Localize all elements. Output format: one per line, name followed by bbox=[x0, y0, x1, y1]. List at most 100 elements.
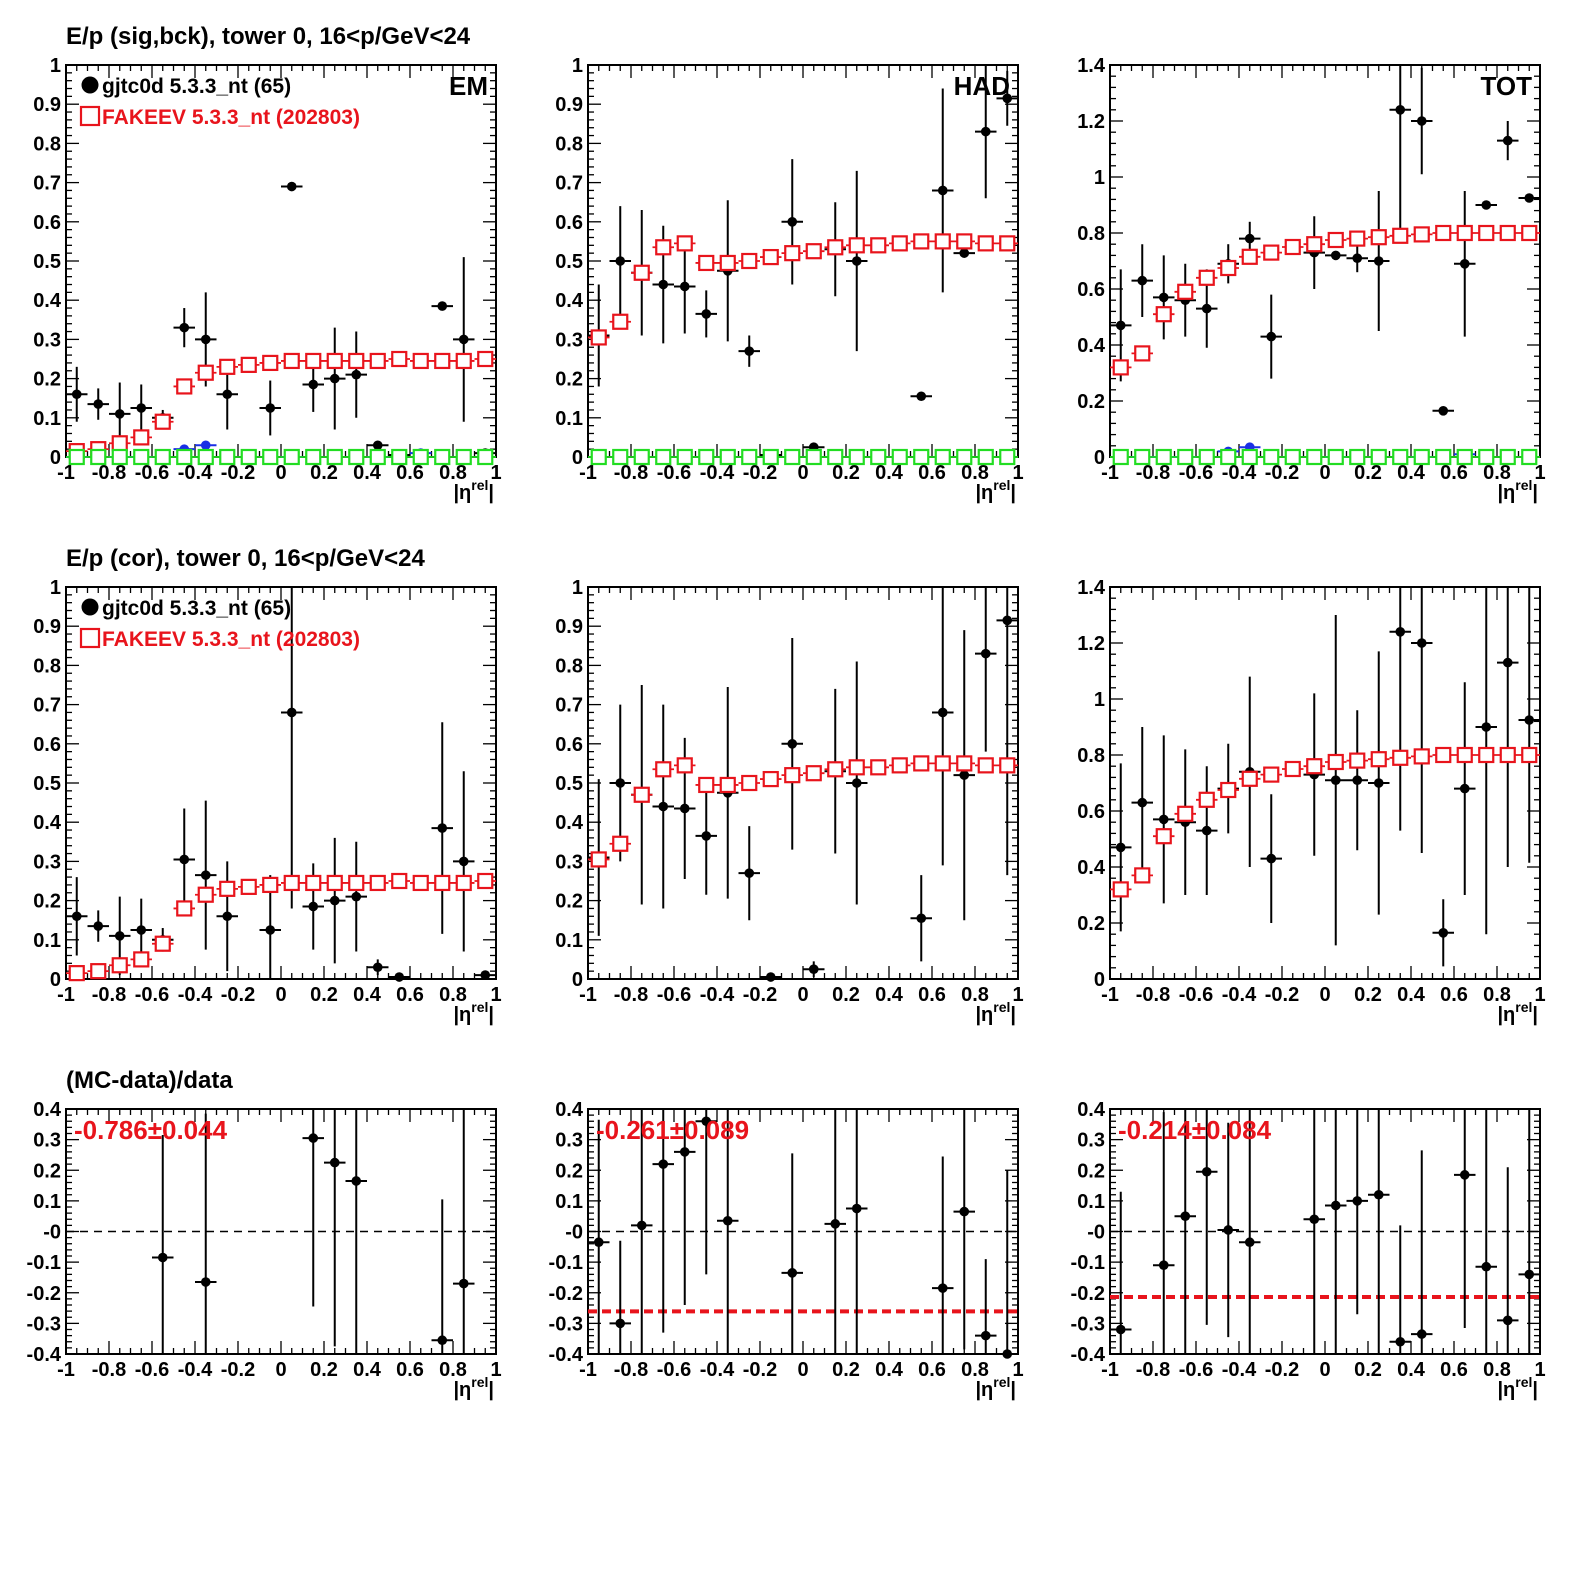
y-tick-label: 1.4 bbox=[1077, 55, 1106, 77]
panel-7: -1 -0.8 -0.6 -0.4 -0.2 0 0.2 0.4 0.6 0.8 1|ηrel| -0… bbox=[27, 1099, 502, 1401]
mc-point bbox=[1155, 448, 1172, 466]
mc-point bbox=[1284, 238, 1301, 256]
x-tick-label: 0 bbox=[275, 984, 286, 1006]
mc-point bbox=[111, 435, 128, 452]
y-tick-label: -0.1 bbox=[27, 1252, 61, 1274]
x-tick-label: 0.8 bbox=[961, 984, 989, 1006]
mc-point bbox=[133, 951, 150, 968]
data-point bbox=[93, 399, 104, 409]
mc-point bbox=[1112, 881, 1129, 898]
y-tick-label: 0.7 bbox=[555, 695, 583, 717]
y-tick-label: 0 bbox=[572, 447, 583, 469]
x-tick-label: -0.6 bbox=[1179, 984, 1213, 1006]
data-point bbox=[1137, 797, 1148, 808]
data-point bbox=[1502, 1315, 1513, 1326]
mc-point bbox=[633, 448, 650, 466]
data-point bbox=[1137, 275, 1148, 286]
x-tick-label: 0.4 bbox=[1397, 984, 1426, 1006]
x-tick-label: 0.4 bbox=[353, 1359, 382, 1381]
x-tick-label: 0 bbox=[797, 1359, 808, 1381]
mc-point bbox=[348, 352, 365, 370]
legend-mc-label: FAKEEV 5.3.3_nt (202803) bbox=[102, 106, 360, 129]
y-tick-label: 0.1 bbox=[33, 408, 61, 430]
data-point bbox=[679, 1147, 690, 1157]
y-tick-label: 0.4 bbox=[1077, 857, 1106, 879]
data-point bbox=[1459, 259, 1470, 269]
y-tick-label: 0.4 bbox=[555, 290, 584, 312]
data-point bbox=[701, 831, 712, 841]
data-point bbox=[1438, 928, 1449, 938]
mc-point bbox=[1220, 259, 1237, 277]
legend-data-label: gjtc0d 5.3.3_nt (65) bbox=[102, 75, 291, 98]
mc-point bbox=[870, 448, 887, 466]
x-tick-label: -0.4 bbox=[1222, 984, 1257, 1006]
data-point bbox=[1002, 1349, 1013, 1359]
series-2 bbox=[588, 233, 1018, 346]
x-tick-label: -0.6 bbox=[657, 984, 691, 1006]
data-point bbox=[765, 972, 776, 982]
data-point bbox=[980, 648, 991, 659]
data-point bbox=[1502, 135, 1513, 146]
mc-point bbox=[240, 356, 257, 373]
data-point bbox=[286, 707, 297, 718]
panel-2: -1 -0.8 -0.6 -0.4 -0.2 0 0.2 0.4 0.6 0.8 1|ηrel|00… bbox=[555, 55, 1023, 504]
data-point bbox=[830, 1219, 841, 1229]
mc-point bbox=[262, 448, 279, 466]
mc-point bbox=[848, 759, 865, 776]
x-tick-label: 0.8 bbox=[439, 984, 467, 1006]
y-tick-label: 0.3 bbox=[33, 851, 61, 873]
x-axis-label: |ηrel| bbox=[975, 477, 1016, 504]
data-point bbox=[1438, 406, 1449, 416]
x-tick-label: 0.6 bbox=[1440, 984, 1468, 1006]
series-2 bbox=[66, 350, 496, 460]
mc-point bbox=[240, 448, 257, 466]
x-tick-label: -0.2 bbox=[743, 462, 777, 484]
y-tick-label: 0.6 bbox=[1077, 279, 1105, 301]
data-point bbox=[179, 854, 190, 865]
series-1 bbox=[1110, 65, 1540, 416]
data-point bbox=[658, 1159, 669, 1169]
mc-point bbox=[219, 880, 236, 897]
mc-point bbox=[1220, 781, 1237, 799]
data-point bbox=[1524, 1269, 1535, 1280]
data-point bbox=[1244, 1237, 1255, 1248]
series-4 bbox=[1110, 448, 1540, 466]
y-tick-label: 1.2 bbox=[1077, 633, 1105, 655]
data-point bbox=[851, 778, 862, 788]
mc-point bbox=[870, 237, 887, 254]
mc-point bbox=[133, 448, 150, 466]
mc-point bbox=[348, 874, 365, 892]
data-point bbox=[458, 334, 469, 345]
mc-point bbox=[977, 757, 994, 774]
panel-1: -1 -0.8 -0.6 -0.4 -0.2 0 0.2 0.4 0.6 0.8 1|ηrel|00… bbox=[33, 55, 501, 504]
y-tick-label: 1.4 bbox=[1077, 577, 1106, 599]
mc-point bbox=[391, 872, 408, 890]
y-tick-label: 0.2 bbox=[33, 369, 61, 391]
panel-label: EM bbox=[449, 71, 488, 101]
y-tick-label: 1 bbox=[50, 577, 61, 599]
data-point bbox=[114, 409, 125, 419]
y-tick-label: 0.8 bbox=[33, 133, 61, 155]
mc-point bbox=[391, 350, 408, 368]
mc-point bbox=[762, 448, 779, 466]
x-tick-label: 0.6 bbox=[396, 1359, 424, 1381]
mc-point bbox=[719, 776, 736, 794]
mc-point bbox=[956, 755, 973, 772]
panel-6: -1 -0.8 -0.6 -0.4 -0.2 0 0.2 0.4 0.6 0.8 1|ηrel|00… bbox=[1077, 577, 1545, 1026]
mc-point bbox=[326, 352, 343, 370]
row-title-1: E/p (sig,bck), tower 0, 16<p/GeV<24 bbox=[66, 23, 471, 50]
data-point bbox=[437, 823, 448, 833]
mc-point bbox=[1134, 345, 1151, 362]
x-tick-label: 0.2 bbox=[1354, 1359, 1382, 1381]
data-point bbox=[1266, 853, 1277, 864]
y-tick-label: 0.6 bbox=[33, 734, 61, 756]
mc-point bbox=[1370, 448, 1387, 466]
data-point bbox=[351, 1176, 362, 1186]
data-point bbox=[722, 1215, 733, 1226]
y-tick-label: -0.3 bbox=[1071, 1313, 1105, 1335]
data-point bbox=[1416, 116, 1427, 126]
y-tick-label: 0.9 bbox=[33, 616, 61, 638]
y-tick-label: 0.2 bbox=[1077, 913, 1105, 935]
mc-point bbox=[1155, 828, 1172, 845]
x-tick-label: -0.2 bbox=[221, 1359, 255, 1381]
